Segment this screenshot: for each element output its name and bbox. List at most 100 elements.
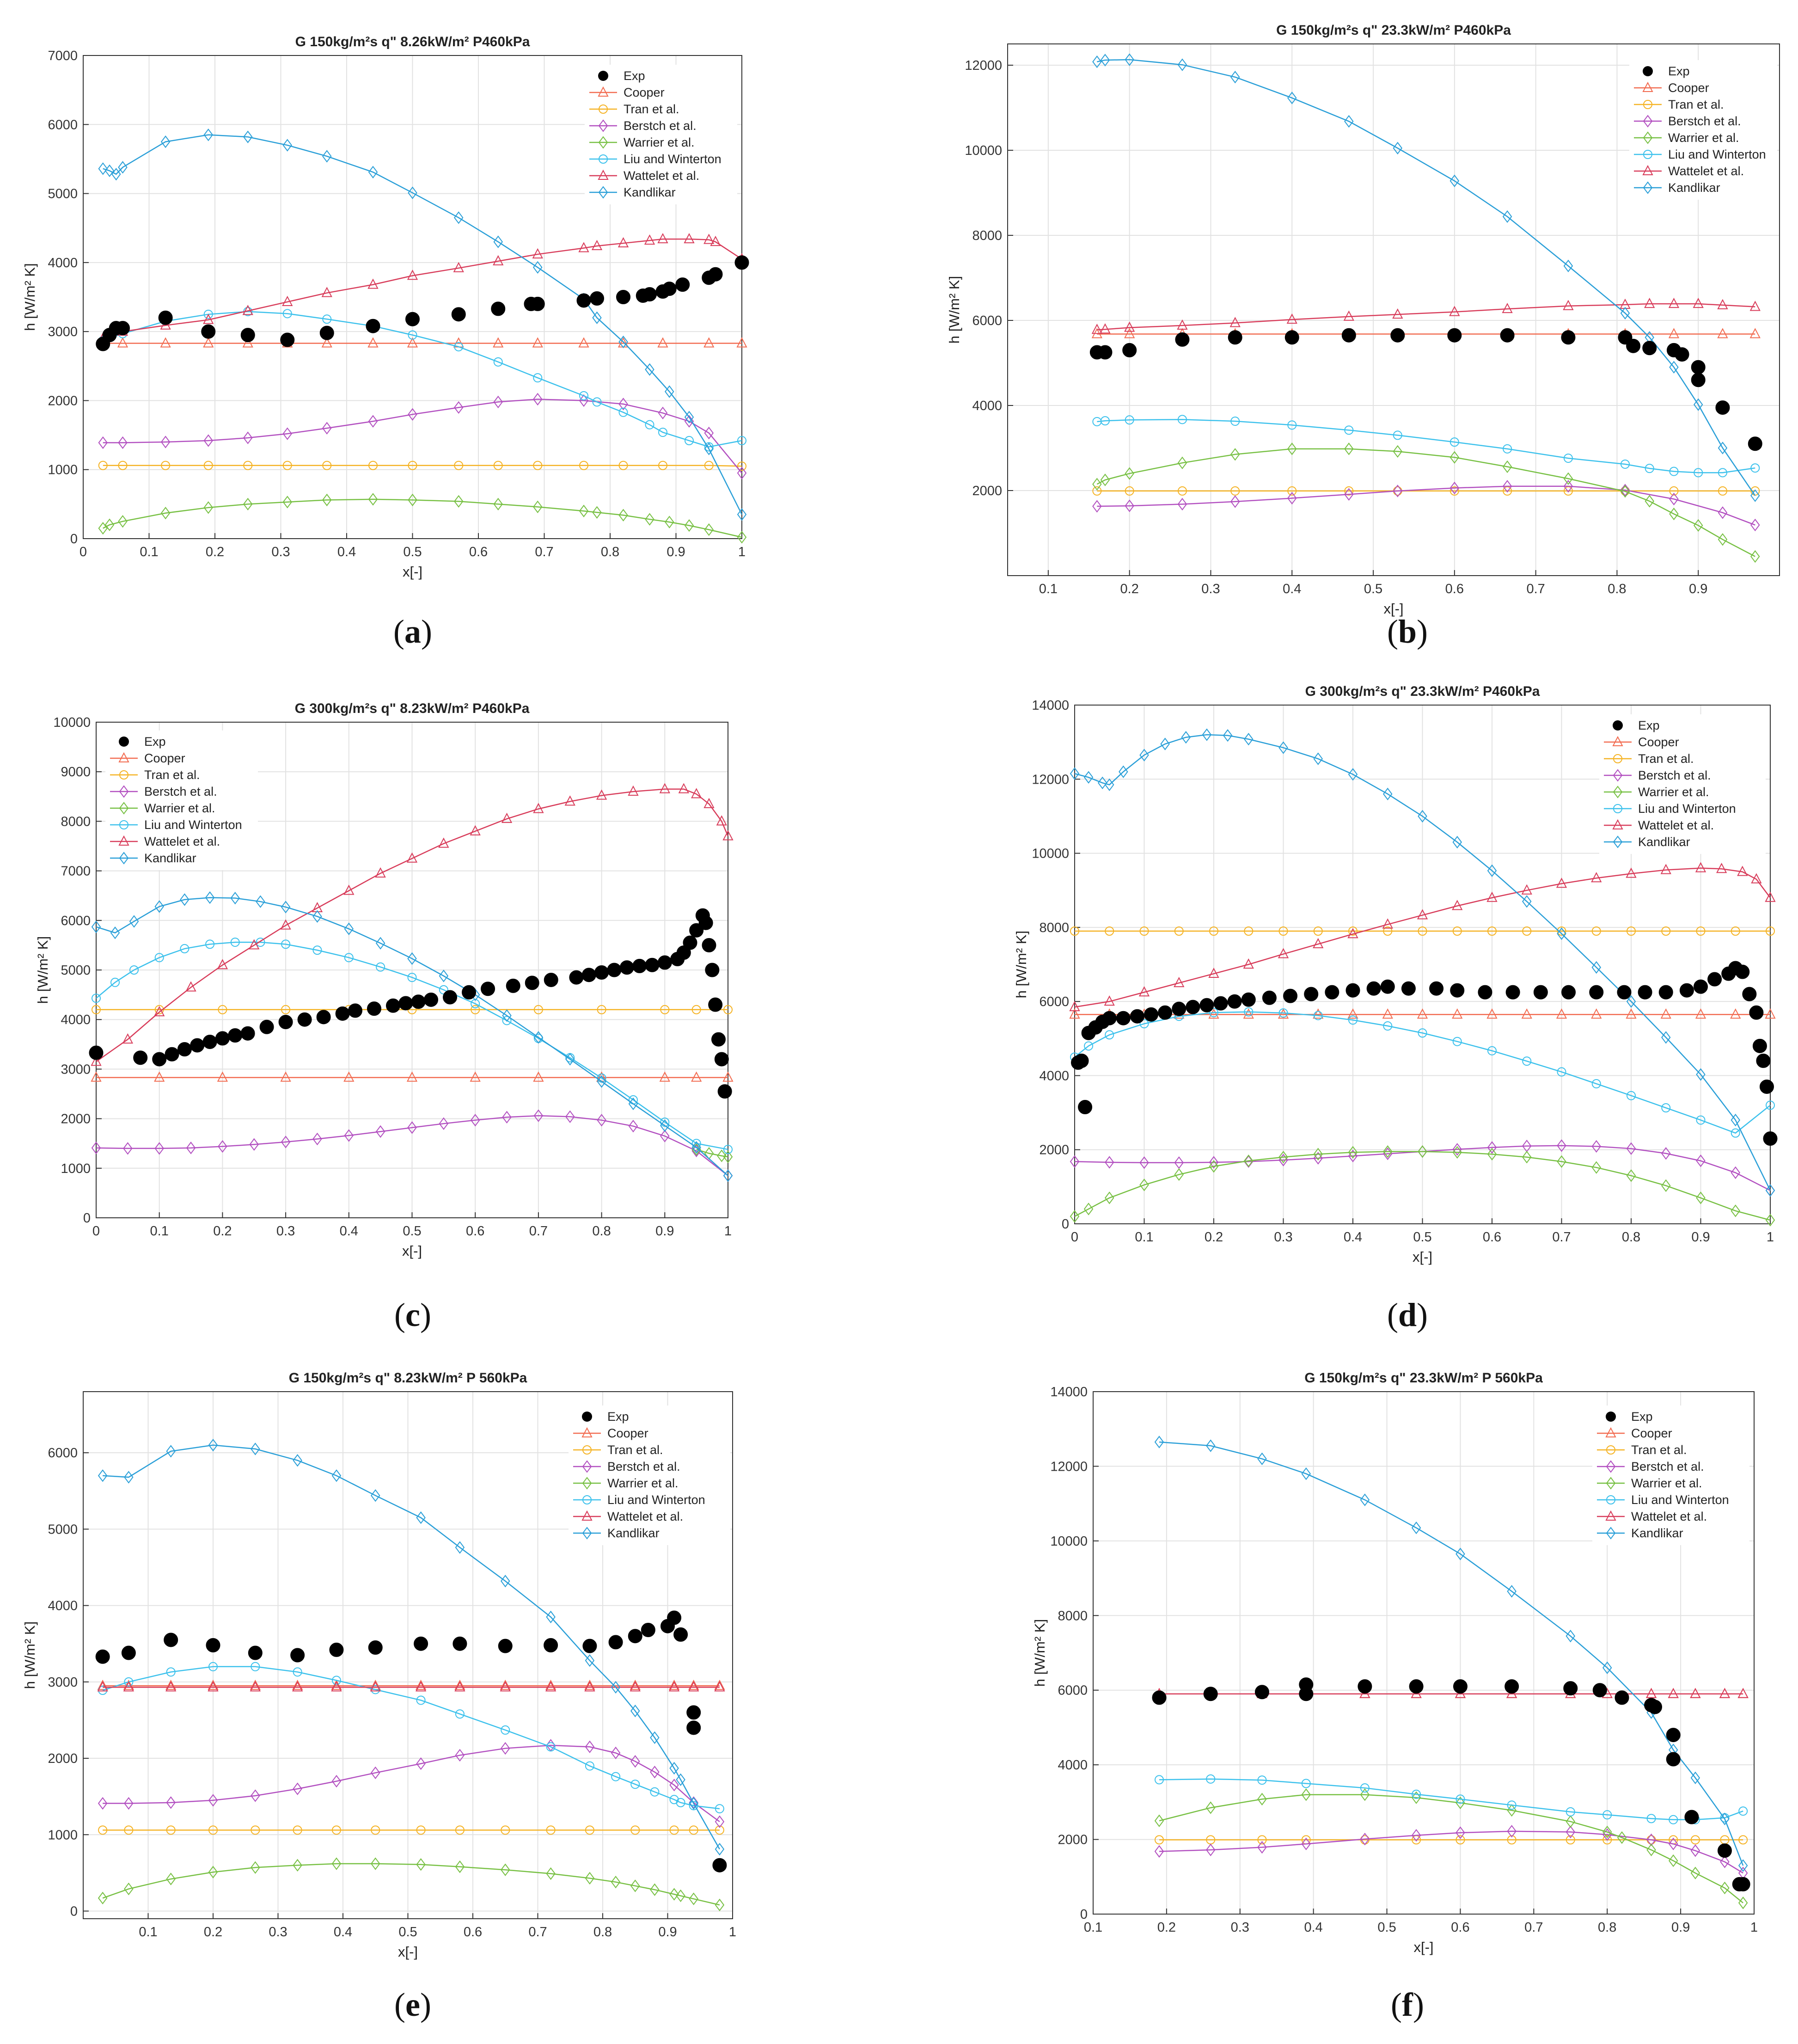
data-point (632, 958, 647, 973)
series-exp (1071, 961, 1778, 1146)
data-point (322, 150, 332, 163)
data-point (723, 1145, 733, 1154)
data-point (659, 783, 670, 793)
x-tick-label: 0.3 (1274, 1230, 1292, 1245)
legend-entry: Warrier et al. (624, 135, 695, 149)
data-point (723, 1169, 733, 1182)
x-axis-label: x[-] (403, 564, 422, 580)
legend-entry: Wattelet et al. (1631, 1510, 1707, 1523)
x-tick-label: 0.5 (403, 1224, 421, 1239)
data-point (1206, 1774, 1216, 1784)
data-point (256, 895, 265, 908)
data-point (1287, 486, 1297, 496)
legend-marker (598, 119, 608, 132)
data-point (331, 1857, 342, 1870)
data-point (1645, 464, 1654, 473)
data-point (1287, 491, 1297, 505)
data-point (371, 1766, 380, 1780)
y-tick-label: 6000 (1039, 994, 1069, 1009)
data-point (1748, 436, 1762, 451)
data-point (455, 1749, 465, 1762)
data-point (1069, 1001, 1080, 1012)
series-line (1159, 1830, 1743, 1874)
data-point (703, 337, 715, 348)
data-point (190, 1038, 205, 1053)
data-point (597, 1114, 606, 1127)
x-tick-label: 0.2 (1120, 582, 1139, 596)
y-tick-label: 0 (1080, 1907, 1088, 1922)
data-point (630, 1681, 641, 1692)
data-point (280, 332, 295, 347)
data-point (160, 436, 171, 448)
data-point (208, 1794, 218, 1807)
data-point (250, 1679, 261, 1690)
data-point (375, 867, 386, 878)
panel-label-letter: b (1398, 613, 1417, 650)
legend-entry: Liu and Winterton (144, 818, 242, 832)
series-line (96, 897, 728, 1176)
data-point (1177, 497, 1187, 511)
data-point (203, 501, 213, 514)
data-point (1533, 985, 1548, 1000)
data-point (1766, 926, 1775, 936)
data-point (1092, 500, 1102, 513)
data-point (618, 237, 629, 248)
data-point (453, 1636, 467, 1651)
legend-entry: Tran et al. (144, 768, 200, 782)
data-point (454, 211, 464, 224)
series-warrier-et-al- (1070, 1145, 1775, 1227)
y-tick-label: 2000 (1058, 1833, 1088, 1848)
series-liu-and-winterton (98, 307, 746, 452)
y-axis-label: h [W/m² K] (35, 936, 51, 1004)
data-point (500, 1679, 511, 1690)
data-point (611, 1876, 621, 1889)
data-point (1521, 884, 1532, 895)
data-point (116, 321, 130, 336)
data-point (1230, 417, 1240, 426)
data-point (1735, 964, 1750, 979)
data-point (1591, 961, 1601, 974)
data-point (1418, 810, 1427, 823)
data-point (669, 1779, 679, 1792)
data-point (1690, 1688, 1701, 1698)
data-point (293, 1825, 302, 1835)
data-point (650, 1731, 660, 1744)
chart-title: G 150kg/m²s q" 8.26kW/m² P460kPa (295, 34, 530, 49)
data-point (1401, 981, 1416, 996)
data-point (1229, 317, 1241, 327)
data-point (251, 1825, 260, 1835)
data-point (689, 1801, 698, 1811)
data-point (154, 1006, 165, 1017)
data-point (1177, 456, 1187, 469)
data-point (368, 460, 378, 470)
data-point (658, 460, 667, 470)
data-point (1186, 1000, 1200, 1014)
panel-label-open: ( (1387, 1296, 1398, 1333)
panel-label-open: ( (394, 1296, 405, 1333)
data-point (1278, 1008, 1288, 1018)
data-point (1763, 1131, 1778, 1146)
data-point (259, 1019, 274, 1034)
data-point (712, 1858, 727, 1872)
data-point (669, 1762, 679, 1775)
data-point (1690, 1835, 1700, 1845)
data-point (1766, 1100, 1775, 1110)
data-point (1177, 58, 1187, 71)
data-point (98, 1469, 108, 1482)
series-kandlikar (98, 1438, 725, 1856)
data-point (611, 1681, 621, 1694)
data-point (249, 939, 260, 950)
data-point (1502, 210, 1512, 223)
series-wattelet-et-al- (97, 1681, 725, 1692)
data-point (1642, 341, 1657, 356)
data-point (110, 926, 120, 939)
data-point (704, 426, 714, 440)
data-point (502, 1016, 512, 1025)
data-point (1105, 1030, 1114, 1040)
data-point (98, 1797, 108, 1810)
data-point (1765, 1008, 1776, 1019)
data-point (1617, 1831, 1627, 1844)
data-point (1070, 1210, 1080, 1223)
data-point (1617, 985, 1632, 1000)
